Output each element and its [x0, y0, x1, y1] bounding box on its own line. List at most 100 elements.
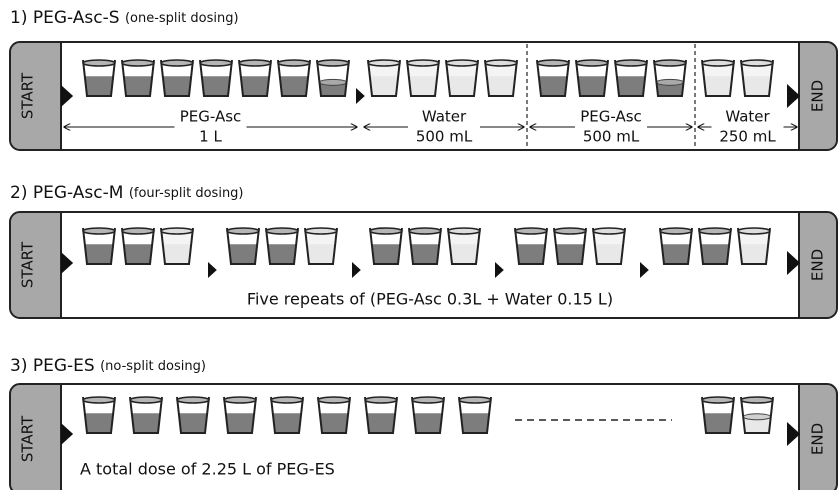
liquid-surface [318, 78, 348, 86]
cup-outline [121, 59, 155, 97]
cup [317, 396, 351, 434]
cup [614, 59, 648, 97]
cup [737, 227, 771, 265]
cup [160, 227, 194, 265]
cup-rim [553, 227, 587, 235]
cup-outline [701, 59, 735, 97]
panel-name: PEG-Asc-M [33, 183, 124, 203]
cup [223, 396, 257, 434]
end-box [799, 43, 815, 149]
cup-rim [406, 59, 440, 67]
cup-liquid [319, 413, 349, 433]
cup-outline [160, 227, 194, 265]
cup-rim [740, 396, 774, 404]
cup-rim [701, 396, 735, 404]
cup-liquid [656, 82, 684, 96]
panel-title: 2) PEG-Asc-M (four-split dosing) [10, 183, 244, 203]
panel-name: PEG-Asc-S [33, 8, 120, 28]
cup-outline [514, 227, 548, 265]
cup [367, 59, 401, 97]
flow-arrow [352, 262, 361, 278]
cup-outline [659, 227, 693, 265]
cup [740, 396, 774, 434]
cup-liquid [410, 244, 440, 264]
liquid-surface [655, 78, 685, 86]
cup-outline [316, 59, 350, 97]
cup-outline [536, 59, 570, 97]
segment-label: Water [725, 108, 770, 126]
start-label: START [19, 415, 37, 462]
cup-liquid [306, 244, 336, 264]
end-box [799, 213, 815, 317]
cup [316, 59, 350, 97]
cup [304, 227, 338, 265]
panel-name: PEG-ES [33, 356, 95, 376]
cup [270, 396, 304, 434]
cup [592, 227, 626, 265]
cup-liquid [272, 413, 302, 433]
flow-arrow [356, 88, 365, 104]
cup-liquid [742, 76, 772, 96]
cup-liquid [743, 416, 771, 433]
cup-liquid [369, 76, 399, 96]
cup-liquid [460, 413, 490, 433]
cup-rim [223, 396, 257, 404]
cup-outline [406, 59, 440, 97]
cup-liquid [408, 76, 438, 96]
cup-liquid [594, 244, 624, 264]
flow-arrow [787, 422, 801, 446]
cup-outline [740, 396, 774, 434]
cup-liquid [279, 76, 309, 96]
segment-amount: 500 mL [583, 128, 640, 146]
end-box [799, 385, 815, 490]
cup-liquid [131, 413, 161, 433]
segment-amount: 250 mL [719, 128, 776, 146]
cup-outline [304, 227, 338, 265]
cup-rim [199, 59, 233, 67]
cup-rim [408, 227, 442, 235]
cup-outline [614, 59, 648, 97]
cup [653, 59, 687, 97]
cup-outline [129, 396, 163, 434]
panel-note: (one-split dosing) [125, 11, 239, 26]
cup-rim [698, 227, 732, 235]
cup-rim [367, 59, 401, 67]
cup-outline [575, 59, 609, 97]
cup-rim [445, 59, 479, 67]
segment-amount: 500 mL [416, 128, 473, 146]
cup [536, 59, 570, 97]
cup [129, 396, 163, 434]
cup-liquid [123, 76, 153, 96]
cup-outline [737, 227, 771, 265]
panel-note: (no-split dosing) [100, 359, 206, 374]
start-box [45, 213, 61, 317]
cup-rim [160, 227, 194, 235]
flow-arrow [208, 262, 217, 278]
cup-outline [82, 227, 116, 265]
cup-outline [367, 59, 401, 97]
cup-liquid [84, 413, 114, 433]
label-bg [711, 108, 784, 146]
cup [364, 396, 398, 434]
cup [701, 396, 735, 434]
label-bg [575, 108, 647, 146]
cup-rim [176, 396, 210, 404]
cup-liquid [371, 244, 401, 264]
cup-outline [369, 227, 403, 265]
cup-rim [614, 59, 648, 67]
end-label: END [809, 80, 827, 112]
cup-liquid [123, 244, 153, 264]
cup [458, 396, 492, 434]
cup-rim [226, 227, 260, 235]
cup-outline [199, 59, 233, 97]
cup-rim [121, 59, 155, 67]
cup-rim [737, 227, 771, 235]
label-bg [408, 108, 480, 146]
cup-liquid [739, 244, 769, 264]
cup-liquid [413, 413, 443, 433]
cup-liquid [516, 244, 546, 264]
cup-rim [270, 396, 304, 404]
cup-rim [458, 396, 492, 404]
start-label: START [19, 72, 37, 119]
panel-title: 1) PEG-Asc-S (one-split dosing) [10, 8, 239, 28]
